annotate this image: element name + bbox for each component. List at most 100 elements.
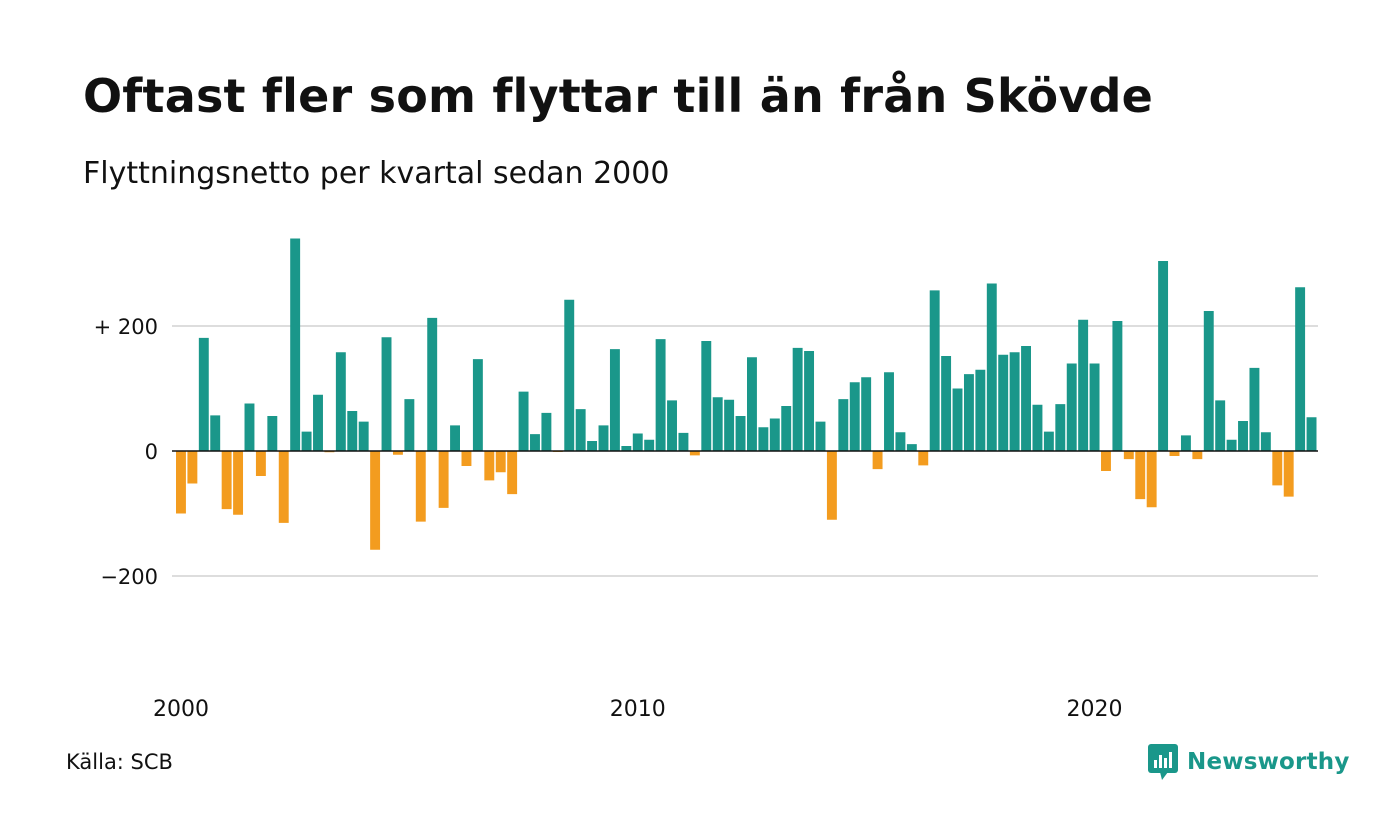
bar-2010-k3 xyxy=(655,339,666,452)
grid-lines xyxy=(172,325,1318,577)
bar-2000-k3 xyxy=(198,337,209,452)
bar-2015-k1 xyxy=(861,377,872,451)
bar-2012-k2 xyxy=(735,416,746,451)
bar-2013-k1 xyxy=(769,418,780,451)
bars xyxy=(176,238,1317,550)
bar-2016-k2 xyxy=(918,451,929,466)
y-tick-label: 0 xyxy=(145,440,158,464)
bar-2002-k3 xyxy=(290,238,301,451)
bar-2014-k3 xyxy=(838,399,849,452)
bar-2011-k1 xyxy=(678,432,689,452)
bar-2004-k2 xyxy=(370,451,381,550)
bar-2016-k1 xyxy=(906,444,917,452)
bar-2014-k2 xyxy=(826,451,837,520)
bar-2004-k3 xyxy=(381,337,392,451)
source-note: Källa: SCB xyxy=(66,750,173,774)
bar-2002-k1 xyxy=(267,416,278,451)
bar-2011-k3 xyxy=(701,341,712,451)
bar-2007-k3 xyxy=(518,391,529,452)
bar-2013-k2 xyxy=(781,406,792,451)
bar-2019-k3 xyxy=(1066,363,1077,451)
bar-2024-k1 xyxy=(1272,451,1283,486)
bar-2003-k3 xyxy=(335,352,346,451)
bar-2024-k3 xyxy=(1295,287,1306,451)
bar-2016-k4 xyxy=(941,356,952,451)
bar-2011-k4 xyxy=(712,397,723,451)
bar-2014-k4 xyxy=(849,382,860,451)
bar-2005-k4 xyxy=(438,451,449,508)
y-axis-labels: + 200 0 −200 xyxy=(94,315,158,589)
bar-2019-k4 xyxy=(1078,319,1089,451)
bar-2004-k1 xyxy=(358,421,369,452)
bar-2019-k1 xyxy=(1043,431,1054,452)
bar-2001-k2 xyxy=(233,451,244,515)
bar-2005-k3 xyxy=(427,317,438,452)
bar-2008-k4 xyxy=(575,409,586,452)
bar-2010-k2 xyxy=(644,439,655,451)
bar-2015-k3 xyxy=(884,372,894,451)
bar-2018-k1 xyxy=(998,354,1009,451)
bar-2000-k1 xyxy=(176,451,186,514)
bar-2012-k4 xyxy=(758,427,769,451)
bar-2005-k2 xyxy=(415,451,426,522)
bar-2020-k3 xyxy=(1112,321,1123,451)
bar-2018-k3 xyxy=(1021,346,1031,451)
x-tick-label: 2000 xyxy=(153,697,209,722)
bar-2020-k1 xyxy=(1089,363,1100,451)
chart-bubble-icon xyxy=(1148,744,1178,780)
bar-2001-k1 xyxy=(221,451,232,510)
bar-2023-k1 xyxy=(1226,439,1237,451)
bar-2013-k4 xyxy=(804,351,815,451)
bar-2007-k1 xyxy=(495,451,506,473)
x-tick-label: 2020 xyxy=(1067,697,1123,722)
bar-2012-k1 xyxy=(724,399,735,451)
bar-2006-k2 xyxy=(461,451,472,466)
bar-2015-k4 xyxy=(895,432,906,451)
bar-2010-k1 xyxy=(632,433,643,451)
bar-2021-k1 xyxy=(1135,451,1146,500)
bar-2000-k2 xyxy=(187,451,198,484)
brand-name: Newsworthy xyxy=(1187,749,1350,775)
bar-2017-k2 xyxy=(963,374,974,452)
bar-2009-k1 xyxy=(587,441,598,451)
newsworthy-logo[interactable]: Newsworthy xyxy=(1148,744,1350,780)
y-tick-label: −200 xyxy=(100,565,158,589)
bar-2003-k1 xyxy=(313,394,323,451)
bar-2021-k3 xyxy=(1158,261,1169,451)
bar-2017-k4 xyxy=(986,283,997,451)
bar-2014-k1 xyxy=(815,421,826,452)
bar-2007-k4 xyxy=(530,434,540,452)
bar-2020-k4 xyxy=(1123,451,1134,460)
bar-2023-k3 xyxy=(1249,367,1260,452)
bar-2020-k2 xyxy=(1101,451,1111,471)
bar-2024-k4 xyxy=(1306,417,1317,451)
bar-2005-k1 xyxy=(404,399,415,452)
bar-2019-k2 xyxy=(1055,404,1066,452)
chart-title: Oftast fler som flyttar till än från Skö… xyxy=(83,69,1154,123)
bar-2013-k3 xyxy=(792,347,803,452)
chart-subtitle: Flyttningsnetto per kvartal sedan 2000 xyxy=(83,156,670,191)
bar-2021-k2 xyxy=(1146,451,1157,508)
y-tick-label: + 200 xyxy=(94,315,158,339)
bar-2007-k2 xyxy=(507,451,518,495)
bar-2001-k3 xyxy=(244,403,255,451)
bar-2023-k4 xyxy=(1260,432,1271,451)
bar-2022-k3 xyxy=(1203,311,1214,451)
bar-2004-k4 xyxy=(392,451,403,455)
bar-2010-k4 xyxy=(667,400,677,452)
bar-2022-k2 xyxy=(1192,451,1203,460)
bar-2012-k3 xyxy=(747,357,757,451)
bar-2000-k4 xyxy=(210,415,221,452)
bar-2008-k3 xyxy=(564,299,575,451)
bar-2017-k3 xyxy=(975,369,986,451)
bar-2001-k4 xyxy=(255,451,266,476)
bar-2016-k3 xyxy=(929,290,940,452)
bar-2022-k4 xyxy=(1215,400,1226,452)
bar-2009-k2 xyxy=(598,425,609,452)
bar-2021-k4 xyxy=(1169,451,1180,456)
bar-2009-k4 xyxy=(621,446,632,451)
bar-2002-k2 xyxy=(278,451,289,523)
bar-2015-k2 xyxy=(872,451,883,470)
bar-2006-k1 xyxy=(450,425,460,452)
